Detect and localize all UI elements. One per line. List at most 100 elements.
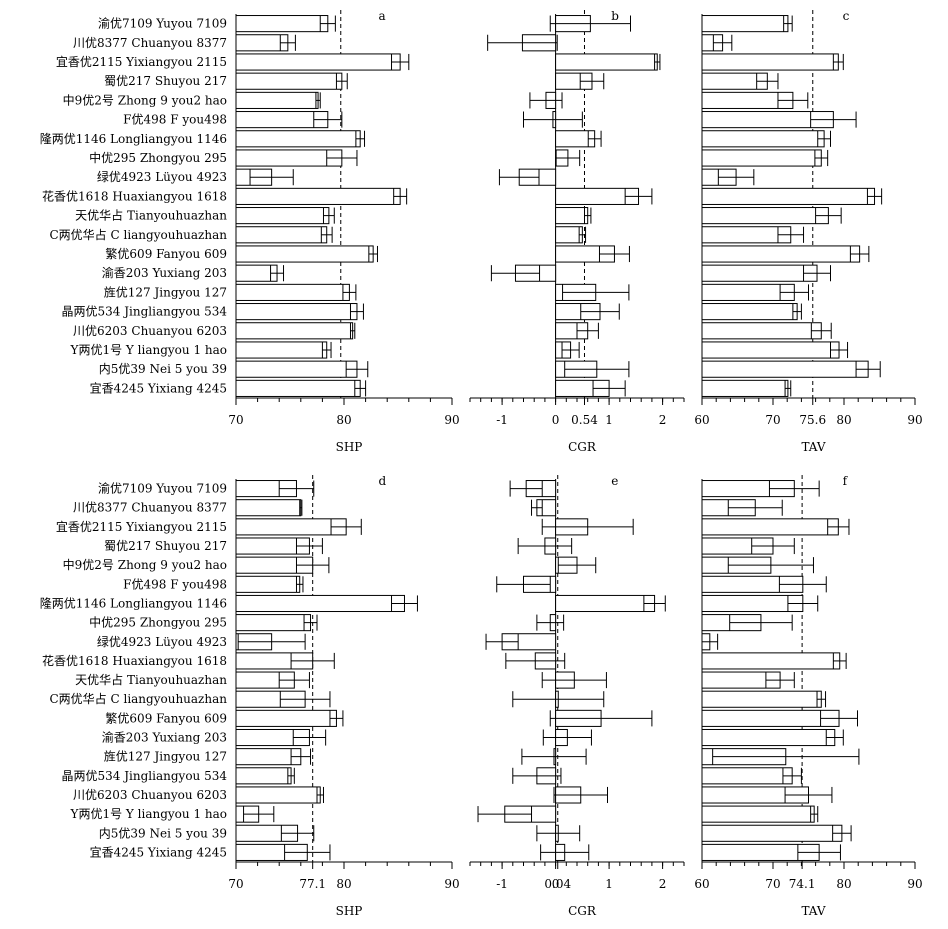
tick-label: 70 [228,413,243,427]
bar [235,207,330,225]
tick-label: 60 [694,877,709,891]
bar [235,341,328,359]
category-label: 晶两优534 Jingliangyou 534 [62,769,228,783]
category-label: 天优华占 Tianyouhuazhan [75,208,227,223]
tick-label: 74.1 [789,877,816,891]
bar [555,207,589,225]
bar [235,226,328,244]
bar [701,518,839,536]
panel-letter: d [379,474,387,488]
category-label: 中优295 Zhongyou 295 [89,615,227,630]
panel-letter: e [611,474,618,488]
category-label: 川优6203 Chuanyou 6203 [73,324,227,338]
bar [701,187,876,205]
category-label: 繁优609 Fanyou 609 [105,710,227,725]
category-label: 川优6203 Chuanyou 6203 [73,788,227,802]
bar [555,594,656,613]
tick-label: 77.1 [299,877,326,891]
bar [701,360,869,378]
bar [235,15,329,33]
bar [235,360,358,378]
tick-label: 80 [836,877,851,891]
bar [235,709,337,727]
bar [235,303,358,321]
category-label: 川优8377 Chuanyou 8377 [73,36,227,50]
axis-title: SHP [336,440,363,454]
bar [701,767,793,785]
tick-label: 0.54 [571,413,598,427]
category-label: 渝优7109 Yuyou 7109 [98,481,227,496]
bar [235,245,374,263]
tick-label: 70 [765,877,780,891]
category-label: 宜香4245 Yixiang 4245 [90,380,227,395]
tick-label: 90 [444,877,459,891]
bar [235,91,319,109]
category-label: 天优华占 Tianyouhuazhan [75,672,227,687]
category-label: 绿优4923 Lüyou 4923 [97,169,227,184]
tick-label: 70 [765,413,780,427]
category-label: 隆两优1146 Longliangyou 1146 [40,131,227,146]
bar [701,130,825,148]
bar [701,805,815,823]
tick-label: 80 [836,413,851,427]
category-label: 宜香4245 Yixiang 4245 [90,844,227,859]
bar [235,322,354,340]
panel-letter: a [379,9,386,23]
bar [701,709,840,727]
bar [235,379,361,397]
category-label: 渝优7109 Yuyou 7109 [98,16,227,31]
bar [235,518,347,536]
bar [701,728,836,747]
category-label: 渝香203 Yuxiang 203 [102,265,227,280]
tick-label: 0.04 [544,877,571,891]
tick-label: 2 [659,877,667,891]
category-label: 中优295 Zhongyou 295 [89,150,227,165]
panel-letter: c [843,9,850,23]
axis-title: CGR [568,440,597,454]
axis-title: CGR [568,904,597,918]
tick-label: 90 [444,413,459,427]
category-label: 蜀优217 Shuyou 217 [104,74,227,88]
tick-label: 60 [694,413,709,427]
category-label: 中9优2号 Zhong 9 you2 hao [63,92,227,107]
bar [701,303,798,321]
tick-label: 75.6 [799,413,826,427]
bar [235,149,343,167]
category-label: Y两优1号 Y liangyou 1 hao [70,807,227,821]
category-label: 花香优1618 Huaxiangyou 1618 [42,653,227,668]
panel-c: 60 70 75.6 80 90 c TAV [694,9,922,454]
panels: 70 80 90 a SHP -1 0 0.54 1 2 b CGR 60 70 75.6 80 90 c TAV 7… [228,9,922,918]
tick-label: 0 [552,413,560,427]
bar [701,53,839,71]
category-label: 宜香优2115 Yixiangyou 2115 [56,519,227,534]
tick-label: 1 [605,413,613,427]
tick-label: 80 [336,877,351,891]
category-label: Y两优1号 Y liangyou 1 hao [70,343,227,357]
category-label: 渝香203 Yuxiang 203 [102,730,227,745]
bar [701,226,792,244]
bar [235,283,350,301]
category-label: 蜀优217 Shuyou 217 [104,539,227,553]
tick-label: 2 [659,413,667,427]
panel-f: 60 70 74.1 80 90 f TAV [694,474,922,918]
bar [701,149,822,167]
bar [555,226,583,244]
panel-b: -1 0 0.54 1 2 b CGR [469,9,685,454]
axis-title: SHP [336,904,363,918]
bar [701,15,789,33]
panel-letter: b [611,9,619,23]
bar [701,341,840,359]
category-label: 旌优127 Jingyou 127 [104,285,227,299]
category-label: F优498 F you498 [123,113,227,127]
bar [701,322,822,340]
category-label: C两优华占 C liangyouhuazhan [49,227,227,242]
category-label: 绿优4923 Lüyou 4923 [97,634,227,649]
panel-a: 70 80 90 a SHP [228,9,459,454]
tick-label: -1 [496,413,508,427]
category-label: 宜香优2115 Yixiangyou 2115 [56,54,227,69]
bar [701,207,829,225]
bar [235,594,405,613]
bar [701,652,841,670]
tick-label: 0 [552,877,560,891]
